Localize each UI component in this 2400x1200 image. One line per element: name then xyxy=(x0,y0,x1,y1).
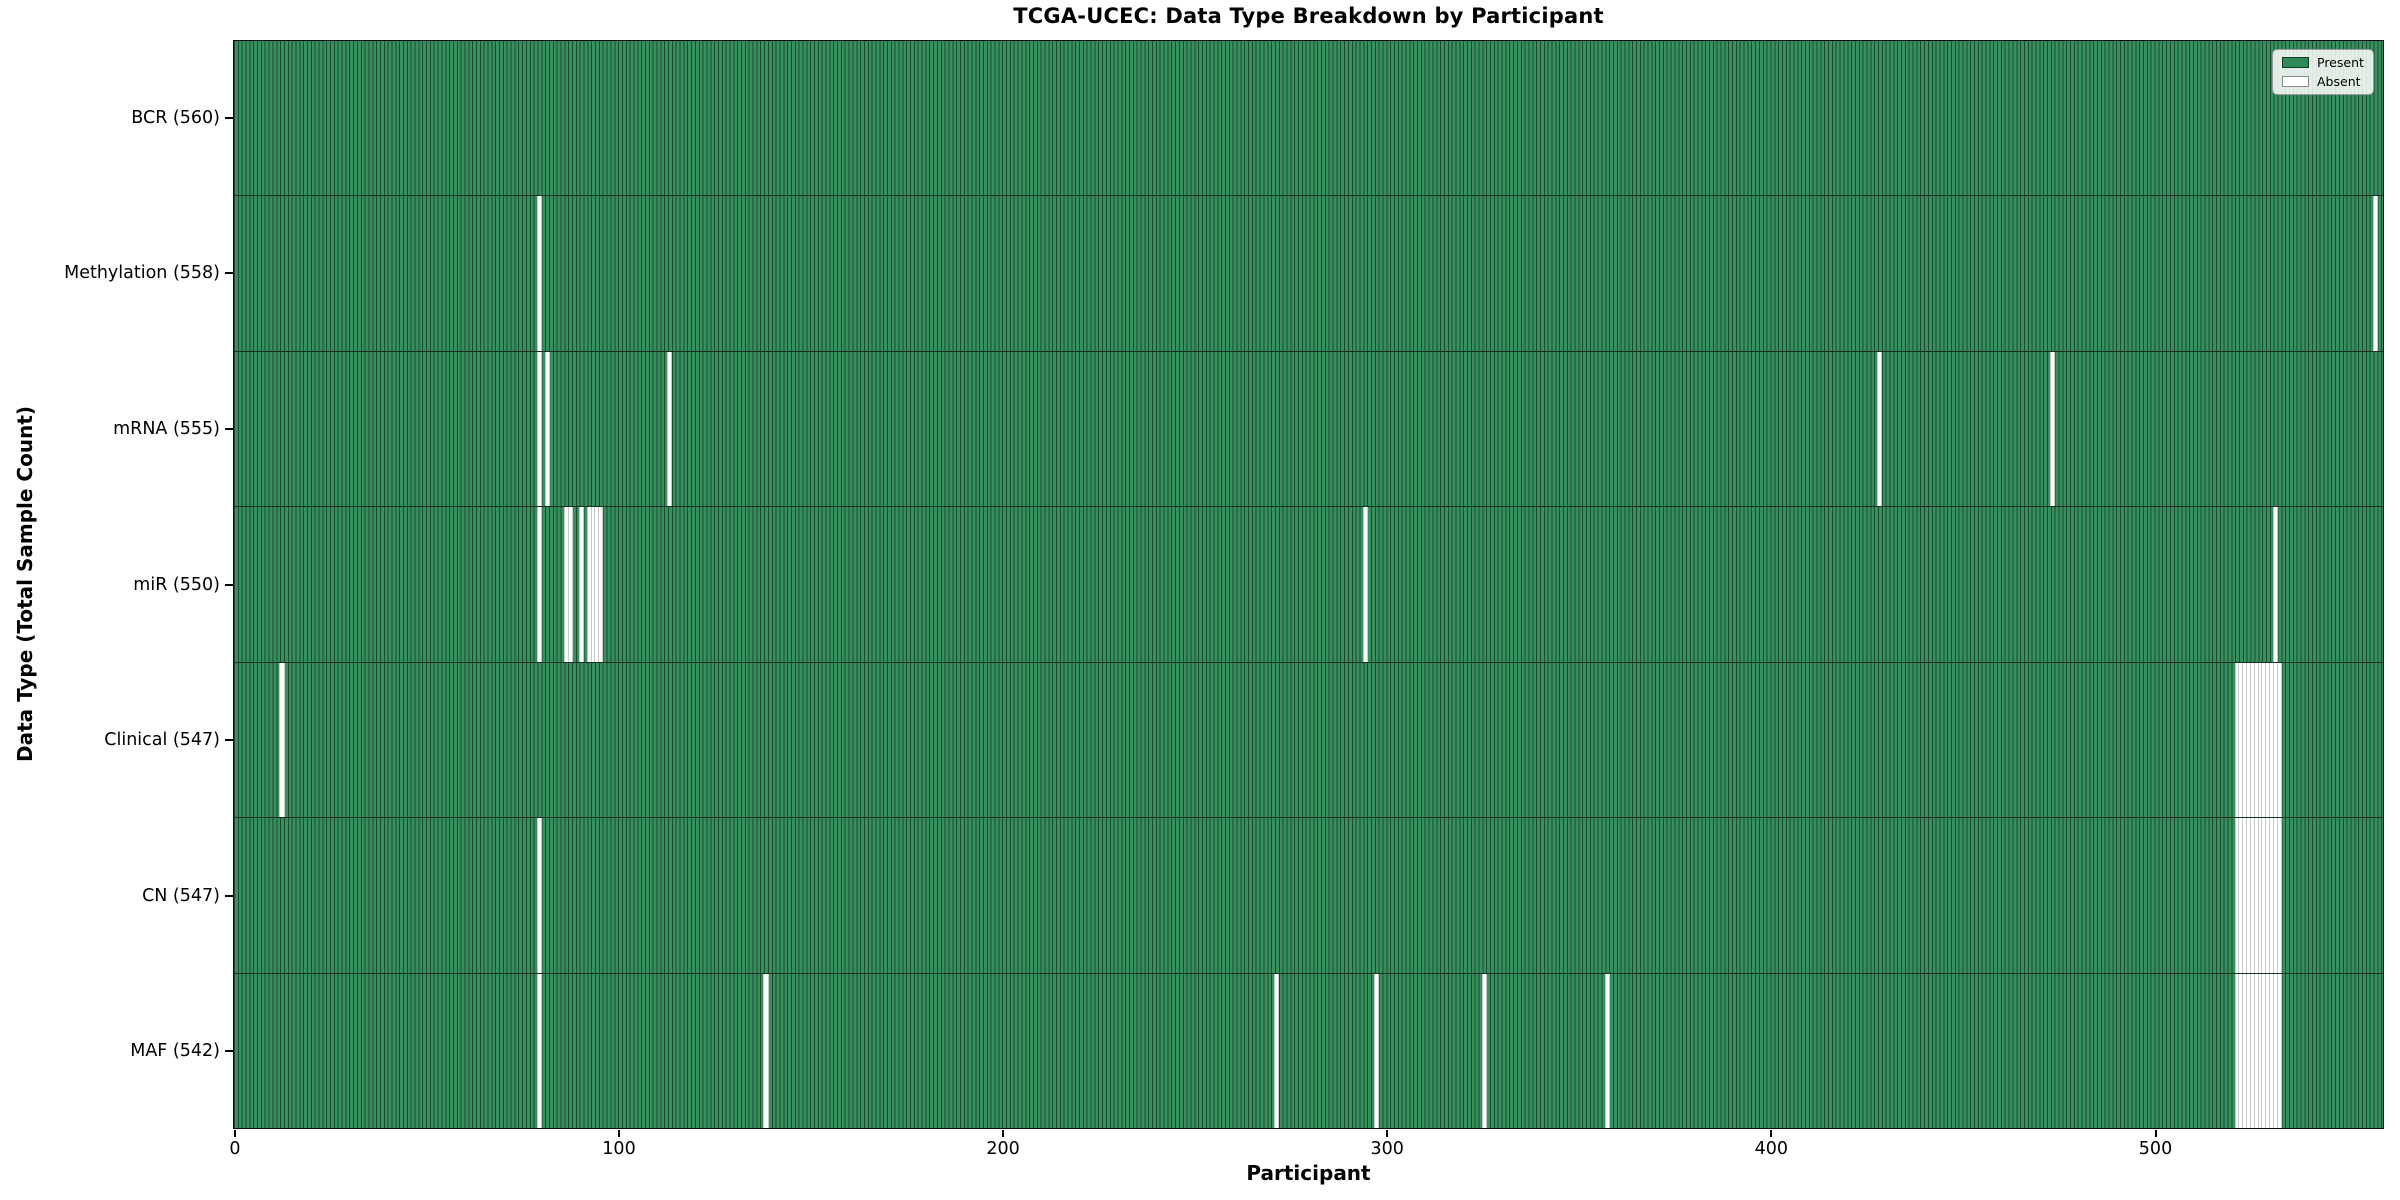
absent-bar xyxy=(279,662,285,818)
y-tick-label-bcr: BCR (560) xyxy=(131,107,220,128)
row-methylation xyxy=(234,196,2383,352)
row-cn xyxy=(234,818,2383,974)
row-mir xyxy=(234,507,2383,663)
x-tick-label-400: 400 xyxy=(1754,1139,1788,1159)
legend-item-present: Present xyxy=(2282,56,2364,69)
x-tick-mark xyxy=(1386,1130,1389,1137)
y-tick-mark xyxy=(225,739,233,742)
y-tick-label-cn: CN (547) xyxy=(142,885,220,906)
y-tick-mark xyxy=(225,116,233,119)
x-tick-label-300: 300 xyxy=(1370,1139,1404,1159)
absent-bar xyxy=(536,507,542,662)
x-tick-mark xyxy=(2154,1130,2157,1137)
y-tick-mark xyxy=(225,427,233,430)
absent-bar xyxy=(536,196,542,351)
x-tick-mark xyxy=(618,1130,620,1137)
absent-bar xyxy=(763,973,769,1128)
absent-bar xyxy=(567,507,573,662)
y-tick-label-maf: MAF (542) xyxy=(130,1041,220,1062)
present-swatch-icon xyxy=(2282,57,2309,68)
y-tick-label-methylation: Methylation (558) xyxy=(64,263,220,284)
absent-bar xyxy=(598,507,604,662)
absent-bar xyxy=(544,351,550,507)
y-tick-mark xyxy=(225,1050,233,1053)
x-tick-label-0: 0 xyxy=(229,1139,241,1159)
absent-bar xyxy=(536,818,542,973)
plot-area xyxy=(233,40,2384,1129)
absent-bar xyxy=(1274,973,1280,1128)
absent-bar xyxy=(536,973,542,1128)
chart-title: TCGA-UCEC: Data Type Breakdown by Partic… xyxy=(1013,4,1604,28)
legend-label-present: Present xyxy=(2317,55,2364,70)
x-tick-mark xyxy=(1002,1130,1005,1137)
absent-bar xyxy=(2276,973,2282,1128)
absent-bar xyxy=(2276,818,2282,973)
row-maf xyxy=(234,973,2383,1128)
absent-bar xyxy=(1362,507,1368,662)
absent-bar xyxy=(2273,507,2279,662)
absent-bar xyxy=(2050,351,2056,507)
row-clinical xyxy=(234,662,2383,819)
absent-bar xyxy=(2372,196,2378,351)
absent-bar xyxy=(1481,973,1487,1128)
y-tick-mark xyxy=(225,272,233,275)
absent-bar xyxy=(579,507,585,662)
absent-bar xyxy=(667,351,673,507)
absent-swatch-icon xyxy=(2282,76,2309,87)
x-tick-label-200: 200 xyxy=(986,1139,1020,1159)
absent-bar xyxy=(2276,662,2282,818)
x-tick-mark xyxy=(1770,1130,1773,1137)
absent-bar xyxy=(536,351,542,507)
legend-label-absent: Absent xyxy=(2317,74,2361,89)
x-axis-label: Participant xyxy=(1246,1161,1371,1185)
y-tick-mark xyxy=(225,583,233,586)
x-tick-label-100: 100 xyxy=(602,1139,636,1159)
legend: Present Absent xyxy=(2272,49,2374,95)
y-tick-label-clinical: Clinical (547) xyxy=(104,730,220,751)
x-tick-mark xyxy=(233,1130,236,1137)
absent-bar xyxy=(1604,973,1610,1128)
y-tick-mark xyxy=(225,894,233,897)
row-bcr xyxy=(234,41,2383,197)
y-tick-label-mrna: mRNA (555) xyxy=(113,418,220,439)
row-mrna xyxy=(234,351,2383,508)
x-tick-label-500: 500 xyxy=(2138,1139,2173,1159)
legend-item-absent: Absent xyxy=(2282,75,2364,88)
absent-bar xyxy=(1877,351,1883,507)
absent-bar xyxy=(1374,973,1380,1128)
y-tick-label-mir: miR (550) xyxy=(133,574,220,595)
